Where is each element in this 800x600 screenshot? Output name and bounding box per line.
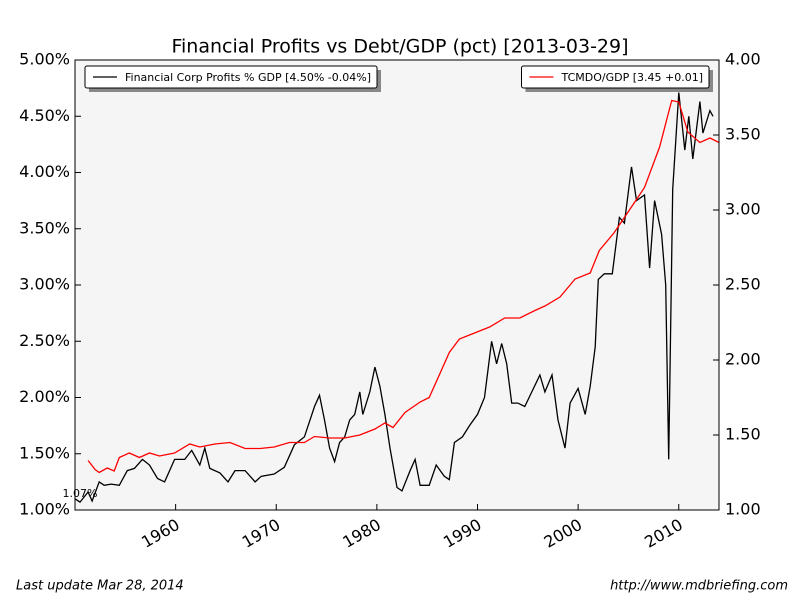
legend-label: TCMDO/GDP [3.45 +0.01] xyxy=(561,71,704,84)
y2-tick-label: 3.50 xyxy=(725,125,761,144)
y-tick-label: 5.00% xyxy=(19,50,70,69)
y2-tick-label: 4.00 xyxy=(725,50,761,69)
y2-tick-label: 2.50 xyxy=(725,275,761,294)
plot-frame xyxy=(74,59,720,511)
y2-tick-label: 1.00 xyxy=(725,500,761,519)
legend: TCMDO/GDP [3.45 +0.01] xyxy=(521,65,713,92)
plot-area xyxy=(75,60,719,510)
legend-box xyxy=(521,65,710,89)
y-tick-label: 3.50% xyxy=(19,218,70,237)
y-tick-label: 2.50% xyxy=(19,331,70,350)
annotation: 1.07% xyxy=(63,487,98,500)
y-tick-label: 4.00% xyxy=(19,162,70,181)
y-tick-label: 2.00% xyxy=(19,387,70,406)
y-tick-label: 3.00% xyxy=(19,275,70,294)
series-line xyxy=(74,92,714,503)
x-tick-label: 1970 xyxy=(239,515,284,552)
y2-tick-label: 3.00 xyxy=(725,200,761,219)
y-tick-label: 1.50% xyxy=(19,443,70,462)
y-tick-label: 4.50% xyxy=(19,106,70,125)
x-tick-label: 1980 xyxy=(339,515,384,552)
series-line xyxy=(87,99,720,474)
x-tick-label: 1990 xyxy=(440,515,485,552)
x-tick-label: 2010 xyxy=(641,515,686,552)
x-tick-label: 1960 xyxy=(138,515,183,552)
y-tick-label: 1.00% xyxy=(19,500,70,519)
chart-title: Financial Profits vs Debt/GDP (pct) [201… xyxy=(171,36,628,58)
footer-right: http://www.mdbriefing.com xyxy=(610,579,788,594)
x-tick-label: 2000 xyxy=(541,515,586,552)
legend: Financial Corp Profits % GDP [4.50% -0.0… xyxy=(84,65,382,92)
legend-label: Financial Corp Profits % GDP [4.50% -0.0… xyxy=(125,71,371,84)
legend-box xyxy=(84,65,378,89)
y2-tick-label: 1.50 xyxy=(725,425,761,444)
footer-left: Last update Mar 28, 2014 xyxy=(16,579,184,594)
y2-tick-label: 2.00 xyxy=(725,350,761,369)
